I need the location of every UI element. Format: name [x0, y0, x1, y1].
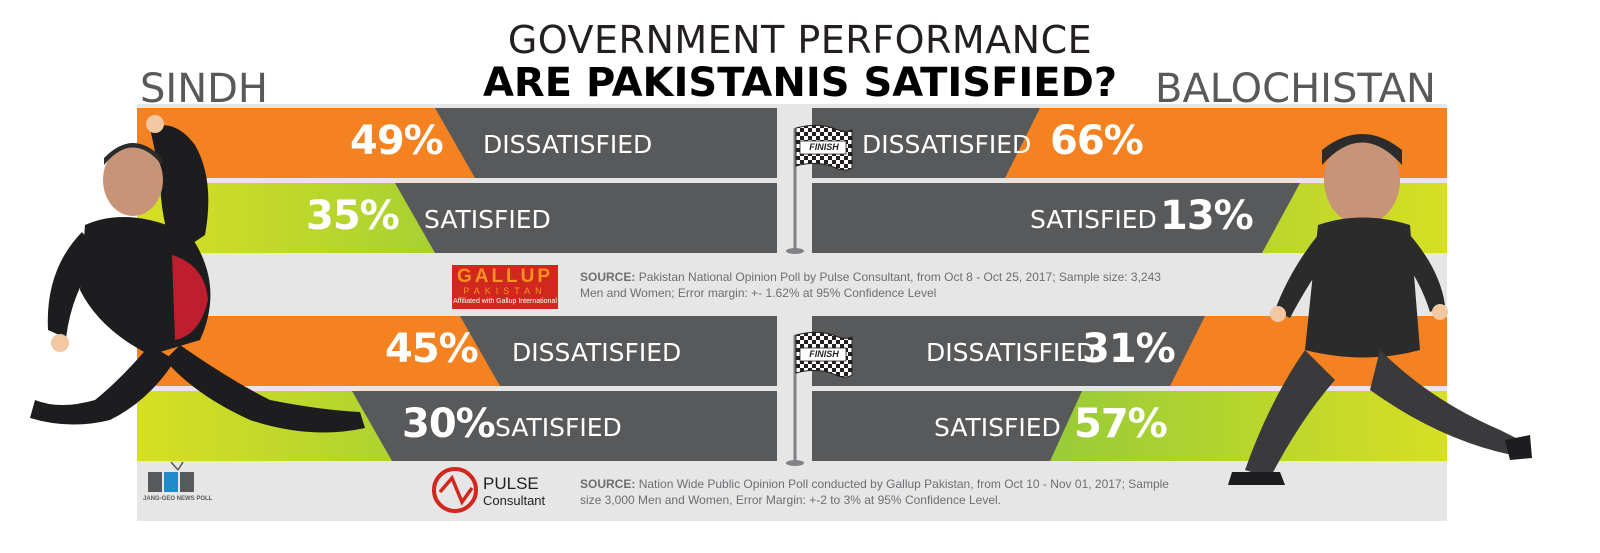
label-sindh-dissatisfied-2: DISSATISFIED	[512, 338, 682, 367]
label-balochistan-satisfied-2: SATISFIED	[934, 413, 1061, 442]
pulse-logo-title: PULSE	[483, 474, 539, 493]
source-2-label: SOURCE:	[580, 477, 636, 491]
source-note-1: SOURCE: Pakistan National Opinion Poll b…	[580, 269, 1180, 301]
source-note-2: SOURCE: Nation Wide Public Opinion Poll …	[580, 476, 1180, 508]
label-sindh-satisfied-1: SATISFIED	[424, 205, 551, 234]
pct-balochistan-satisfied-1: 13%	[1160, 193, 1254, 239]
finish-flag-text-2: FINISH	[809, 349, 839, 359]
label-sindh-dissatisfied-1: DISSATISFIED	[483, 130, 653, 159]
label-balochistan-dissatisfied-1: DISSATISFIED	[862, 130, 1032, 159]
gallup-logo-affil: Affiliated with Gallup International	[453, 298, 557, 305]
pct-sindh-dissatisfied-2: 45%	[385, 326, 479, 372]
finish-flag-text-1: FINISH	[809, 142, 839, 152]
label-sindh-satisfied-2: SATISFIED	[495, 413, 622, 442]
pct-sindh-dissatisfied-1: 49%	[350, 118, 444, 164]
balochistan-chief-minister-illustration	[1228, 134, 1532, 485]
pct-sindh-satisfied-1: 35%	[306, 193, 400, 239]
label-balochistan-satisfied-1: SATISFIED	[1030, 205, 1157, 234]
label-balochistan-dissatisfied-2: DISSATISFIED	[926, 338, 1096, 367]
source-1-text: Pakistan National Opinion Poll by Pulse …	[580, 270, 1161, 300]
pct-balochistan-dissatisfied-1: 66%	[1050, 118, 1144, 164]
jeo-news-logo-text: JANG-GEO NEWS POLL	[143, 496, 213, 502]
finish-flag-icon-1	[786, 124, 853, 254]
gallup-logo-sub: PAKISTAN	[463, 286, 547, 296]
gallup-logo: GALLUP PAKISTAN Affiliated with Gallup I…	[452, 265, 558, 309]
source-2-text: Nation Wide Public Opinion Poll conducte…	[580, 477, 1169, 507]
chart-subtitle: ARE PAKISTANIS SATISFIED?	[482, 60, 1118, 106]
pct-balochistan-satisfied-2: 57%	[1074, 401, 1168, 447]
sindh-chief-minister-illustration	[30, 115, 365, 433]
pct-sindh-satisfied-2: 30%	[402, 401, 496, 447]
pulse-logo-sub: Consultant	[483, 493, 546, 508]
chart-title: GOVERNMENT PERFORMANCE	[507, 18, 1093, 62]
jeo-news-logo-icon	[148, 461, 194, 492]
pct-balochistan-dissatisfied-2: 31%	[1082, 326, 1176, 372]
pulse-logo-icon	[432, 467, 478, 513]
finish-flag-icon-2	[786, 331, 853, 466]
source-1-label: SOURCE:	[580, 270, 636, 284]
gallup-logo-title: GALLUP	[456, 266, 554, 287]
